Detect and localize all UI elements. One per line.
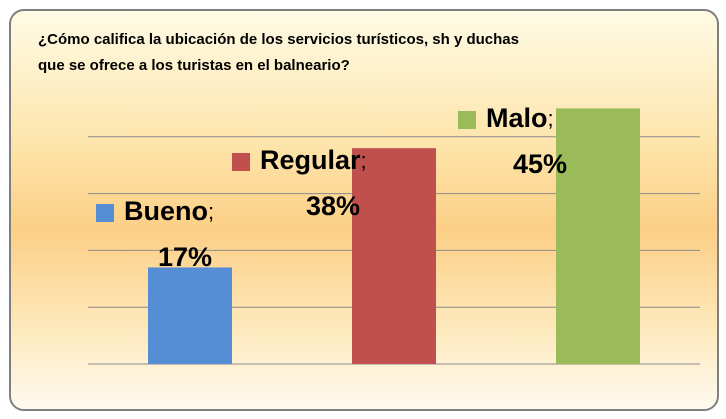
chart-title: ¿Cómo califica la ubicación de los servi… [38, 31, 519, 48]
bar [148, 267, 232, 364]
legend-key [458, 111, 476, 129]
value-label: 45% [513, 149, 567, 179]
separator: ; [548, 106, 554, 131]
separator: ; [361, 148, 367, 173]
chart-title: que se ofrece a los turistas en el balne… [38, 57, 350, 74]
data-label: Regular; [260, 145, 367, 175]
category-name: Bueno [124, 196, 208, 226]
legend-key [96, 204, 114, 222]
category-name: Malo [486, 103, 548, 133]
data-label: Malo; [486, 103, 554, 133]
value-label: 38% [306, 191, 360, 221]
category-name: Regular [260, 145, 361, 175]
bar [352, 148, 436, 364]
data-label: Bueno; [124, 196, 214, 226]
value-label: 17% [158, 242, 212, 272]
separator: ; [208, 199, 214, 224]
bar [556, 108, 640, 365]
legend-key [232, 153, 250, 171]
